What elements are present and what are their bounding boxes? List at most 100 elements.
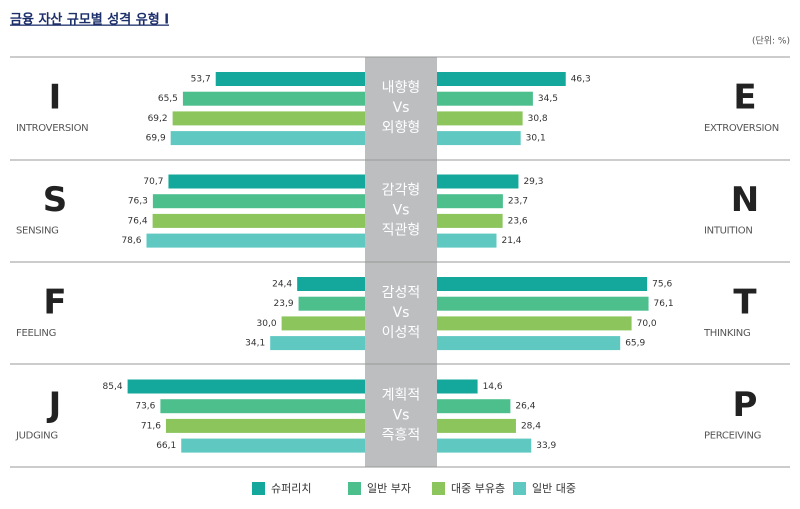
value-label: 26,4 [515,402,535,412]
bar [168,174,365,189]
value-label: 34,1 [245,339,265,349]
center-label: 감성적 [382,285,421,301]
bar [281,316,365,331]
value-label: 46,3 [571,75,591,85]
chart-title: 금융 자산 규모별 성격 유형 I [10,12,169,28]
left-label: JUDGING [15,431,58,442]
right-letter: E [733,78,756,118]
value-label: 69,2 [148,114,168,124]
center-vs: Vs [393,100,410,116]
value-label: 28,4 [521,421,541,431]
value-label: 24,4 [272,280,292,290]
bar [437,296,649,311]
bar [215,72,365,86]
value-label: 65,5 [158,94,178,104]
right-letter: N [731,180,759,220]
legend-label: 슈퍼리치 [271,482,311,495]
legend-swatch [348,482,361,495]
value-label: 23,9 [274,299,294,309]
center-vs: Vs [393,305,410,321]
right-letter: T [733,283,757,323]
bar [172,111,365,126]
bar [437,213,503,228]
bar [437,336,621,351]
bar [170,131,365,146]
bar [152,194,365,209]
right-label: EXTROVERSION [704,123,779,134]
value-label: 30,1 [526,134,546,144]
left-letter: I [49,78,62,118]
legend-label: 일반 부자 [367,481,411,495]
value-label: 69,9 [146,134,166,144]
bar [181,438,365,453]
value-label: 76,1 [654,299,674,309]
value-label: 70,7 [143,177,163,187]
legend-label: 일반 대중 [532,481,576,495]
bar [270,336,365,351]
value-label: 75,6 [652,280,672,290]
center-label: 계획적 [382,388,421,404]
right-label: PERCEIVING [704,431,761,442]
value-label: 73,6 [135,402,155,412]
right-label: INTUITION [704,226,753,237]
right-letter: P [733,385,758,425]
value-label: 23,6 [508,216,528,226]
value-label: 85,4 [103,382,123,392]
bar [437,91,533,106]
center-label: 감각형 [382,183,421,199]
right-label: THINKING [703,328,750,339]
value-label: 71,6 [141,421,161,431]
bar [127,379,365,394]
value-label: 78,6 [121,236,141,246]
center-label: 외향형 [382,120,421,136]
bar [298,296,365,311]
bar [146,233,365,248]
value-label: 23,7 [508,197,528,207]
bar [437,379,478,394]
bar [182,91,365,106]
bar [437,233,497,248]
value-label: 76,4 [128,216,148,226]
center-label: 내향형 [382,80,421,96]
bar [437,174,519,189]
center-label: 이성적 [382,325,421,341]
bar [437,438,532,453]
legend-swatch [252,482,265,495]
value-label: 70,0 [637,319,657,329]
value-label: 65,9 [625,339,645,349]
value-label: 30,8 [528,114,548,124]
value-label: 21,4 [501,236,521,246]
bar [437,131,521,146]
bar [152,213,365,228]
value-label: 30,0 [257,319,277,329]
legend-swatch [432,482,445,495]
left-letter: F [43,283,66,323]
unit-label: (단위: %) [752,36,790,47]
value-label: 66,1 [156,441,176,451]
bar [297,277,365,291]
left-letter: S [43,180,68,220]
left-letter: J [47,385,62,425]
bar [437,111,523,126]
center-vs: Vs [393,203,410,219]
value-label: 76,3 [128,197,148,207]
bar [437,316,632,331]
value-label: 14,6 [483,382,503,392]
bar [437,72,566,86]
center-vs: Vs [393,408,410,424]
center-label: 직관형 [382,223,421,239]
bar [437,418,516,433]
value-label: 29,3 [523,177,543,187]
legend-label: 대중 부유층 [451,482,505,495]
legend-swatch [513,482,526,495]
left-label: FEELING [16,328,56,339]
value-label: 33,9 [536,441,556,451]
bar [160,399,365,414]
left-label: SENSING [16,226,59,237]
bar [437,399,511,414]
value-label: 34,5 [538,94,558,104]
left-label: INTROVERSION [16,123,88,134]
bar [437,194,503,209]
bar [437,277,648,291]
